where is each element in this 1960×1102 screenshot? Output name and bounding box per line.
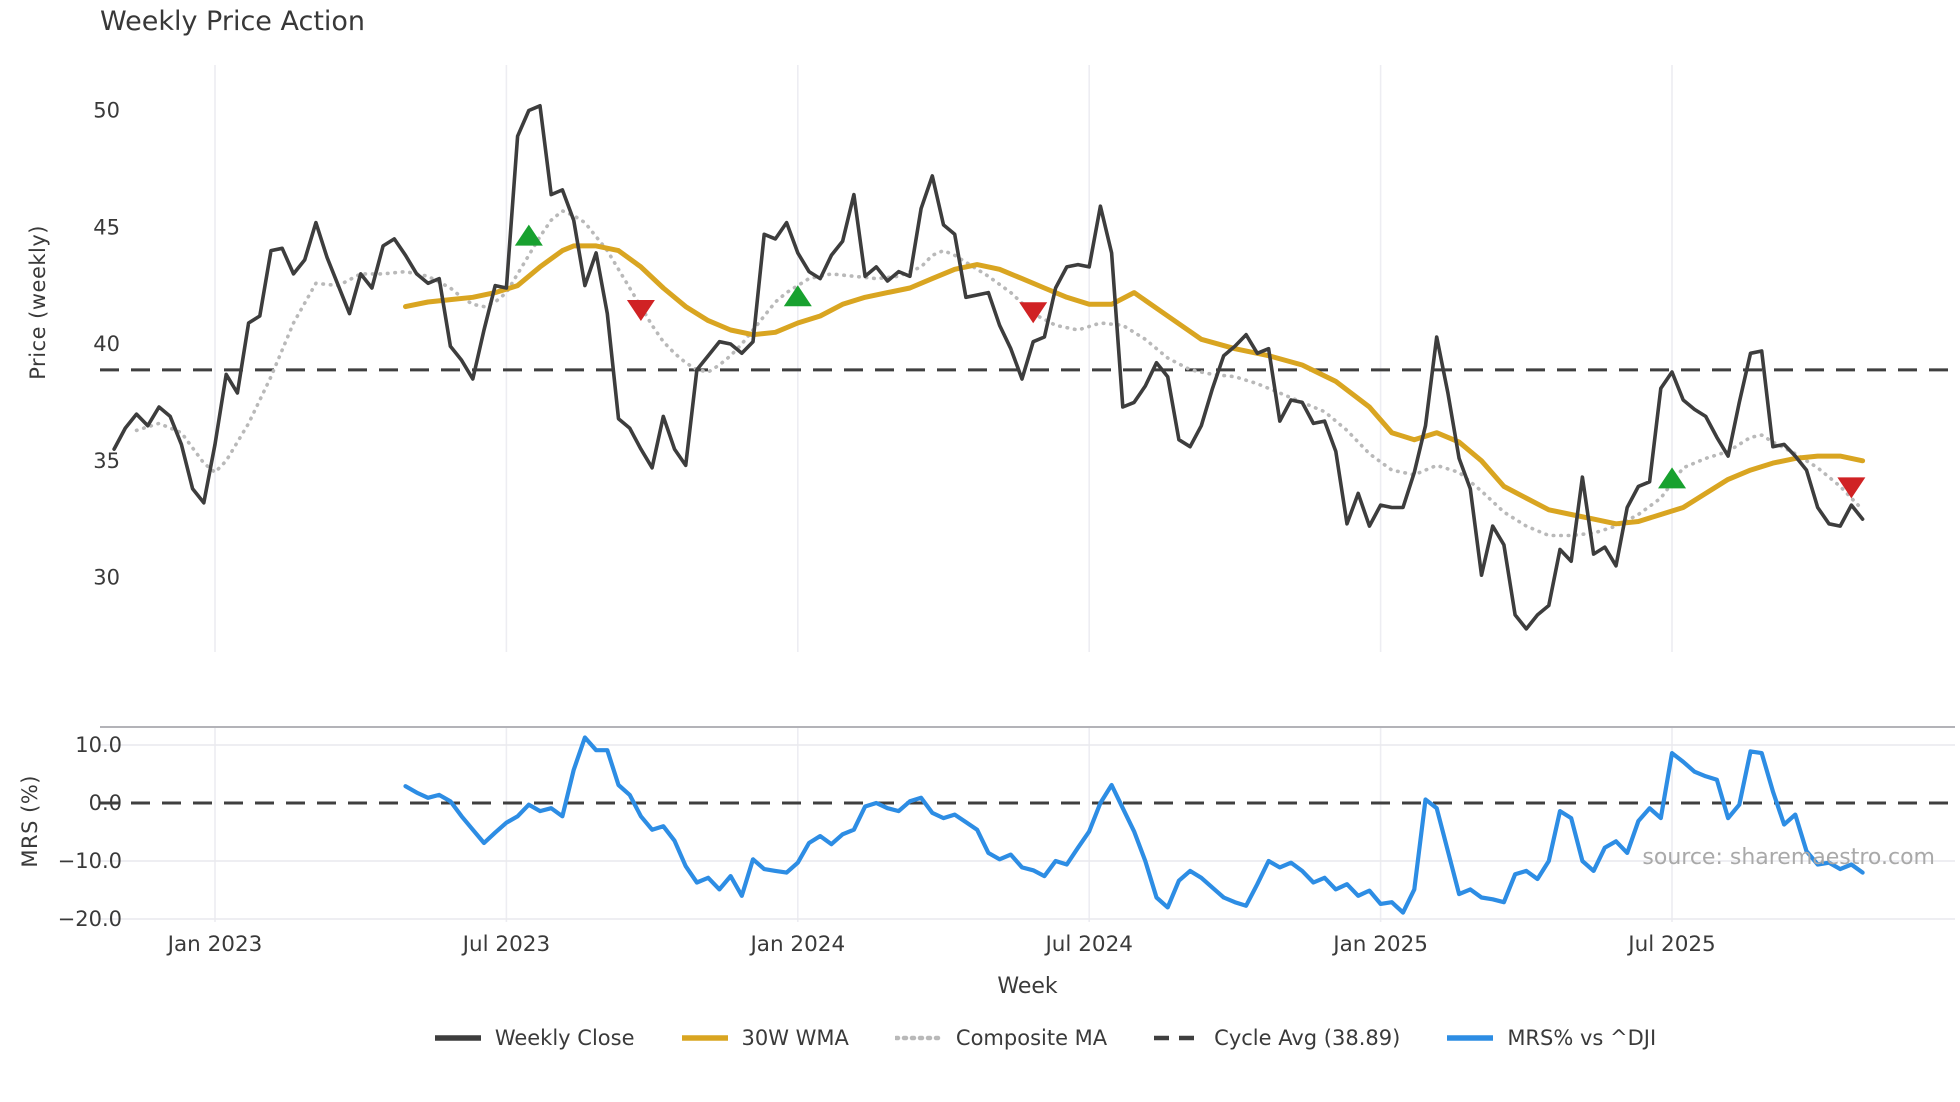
y-tick-label: 0.0	[89, 791, 122, 815]
legend-item: Composite MA	[894, 1026, 1108, 1050]
legend-swatch-dashed-icon	[1154, 1035, 1201, 1041]
legend-item: 30W WMA	[681, 1026, 849, 1050]
sell-signal-icon	[1019, 302, 1048, 324]
buy-signal-icon	[1658, 467, 1687, 489]
y-tick-label: 30	[93, 566, 120, 590]
y-tick-label: 10.0	[75, 733, 122, 757]
legend-swatch-solid-icon	[434, 1035, 481, 1041]
y-axis-label-price: Price (weekly)	[26, 225, 50, 380]
sell-signal-icon	[1837, 477, 1866, 499]
y-tick-label: 50	[93, 99, 120, 123]
wma-line	[403, 243, 1866, 527]
y-tick-label: 35	[93, 449, 120, 473]
legend-swatch-solid-icon	[681, 1035, 728, 1041]
x-tick-label: Jan 2025	[1331, 932, 1428, 957]
mrs-line	[403, 735, 1865, 915]
legend-swatch-dotted-icon	[894, 1035, 943, 1041]
page-title: Weekly Price Action	[100, 6, 366, 37]
weekly-close-line	[112, 104, 1865, 631]
x-axis-label: Week	[997, 974, 1058, 999]
x-tick-label: Jul 2024	[1043, 932, 1133, 957]
x-tick-label: Jan 2023	[166, 932, 263, 957]
legend-item-label: Cycle Avg (38.89)	[1214, 1026, 1401, 1050]
buy-signal-icon	[783, 285, 812, 307]
source-watermark: source: sharemaestro.com	[1642, 845, 1935, 870]
buy-signal-icon	[514, 224, 543, 246]
legend: Weekly Close 30W WMA Composite MA Cycle Avg…	[0, 1026, 1960, 1050]
y-tick-label: −10.0	[58, 849, 122, 873]
x-tick-label: Jul 2023	[461, 932, 551, 957]
legend-item-label: Composite MA	[955, 1026, 1108, 1050]
x-tick-label: Jan 2024	[748, 932, 845, 957]
legend-item: Cycle Avg (38.89)	[1153, 1026, 1400, 1050]
sell-signal-icon	[626, 299, 655, 321]
legend-item-label: Weekly Close	[494, 1026, 635, 1050]
y-tick-label: −20.0	[58, 907, 122, 931]
y-tick-label: 45	[93, 215, 120, 239]
x-tick-label: Jul 2025	[1626, 932, 1716, 957]
y-axis-label-mrs: MRS (%)	[18, 775, 42, 868]
legend-item: Weekly Close	[434, 1026, 635, 1050]
legend-swatch-solid-icon	[1447, 1035, 1494, 1041]
legend-item-label: MRS% vs ^DJI	[1507, 1026, 1657, 1050]
legend-item: MRS% vs ^DJI	[1446, 1026, 1656, 1050]
composite-ma-line	[134, 209, 1865, 538]
y-tick-label: 40	[93, 332, 120, 356]
legend-item-label: 30W WMA	[741, 1026, 849, 1050]
